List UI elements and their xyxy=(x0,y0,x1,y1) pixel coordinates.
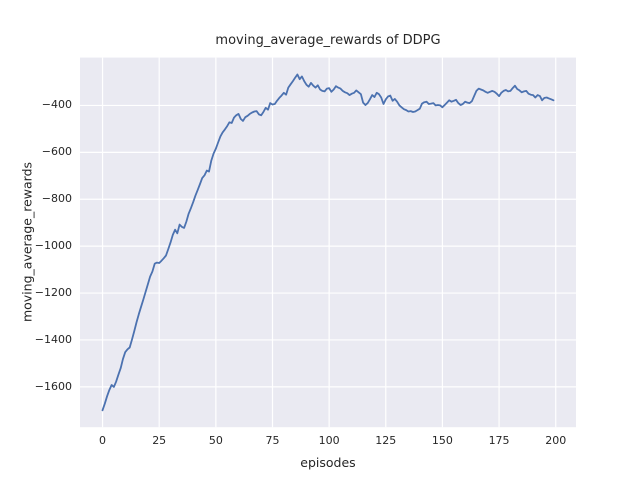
plot-area xyxy=(80,57,576,428)
x-tick-label: 125 xyxy=(375,434,397,447)
chart-title: moving_average_rewards of DDPG xyxy=(215,33,441,48)
y-tick-label: −400 xyxy=(41,98,72,112)
y-tick-label: −600 xyxy=(41,145,72,159)
y-tick-label: −1600 xyxy=(34,379,72,393)
x-tick-label: 100 xyxy=(318,434,340,447)
x-tick-label: 75 xyxy=(265,434,280,447)
y-tick-label: −800 xyxy=(41,192,72,206)
y-tick-label: −1400 xyxy=(34,332,72,346)
x-axis-label: episodes xyxy=(300,455,356,470)
x-tick-label: 200 xyxy=(545,434,567,447)
x-tick-label: 0 xyxy=(99,434,107,447)
x-tick-label: 175 xyxy=(488,434,510,447)
x-tick-label: 150 xyxy=(431,434,453,447)
x-tick-label: 25 xyxy=(152,434,167,447)
y-tick-label: −1000 xyxy=(34,239,72,253)
y-tick-label: −1200 xyxy=(34,286,72,300)
series-line xyxy=(101,73,555,412)
x-tick-label: 50 xyxy=(208,434,223,447)
